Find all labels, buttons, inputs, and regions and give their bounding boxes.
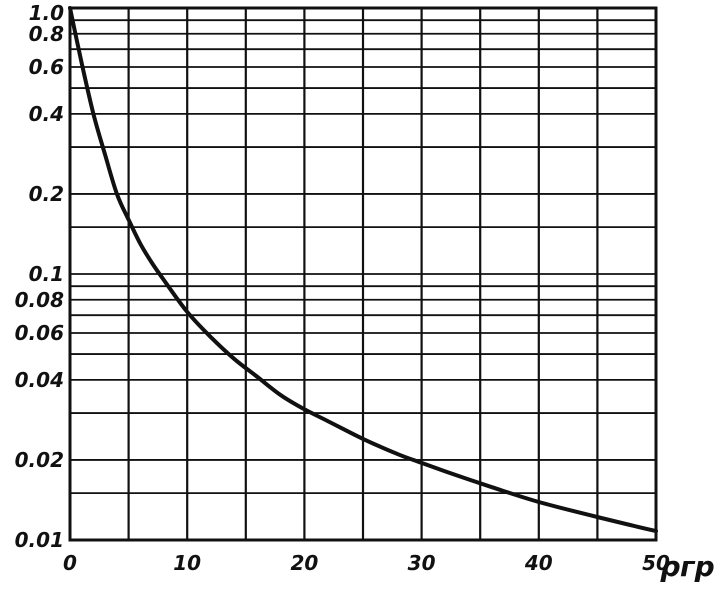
x-tick-label: 20: [290, 551, 318, 575]
x-tick-label: 30: [408, 551, 436, 575]
y-tick-label: 0.8: [29, 22, 65, 46]
x-axis-label: ρгр: [660, 550, 715, 583]
y-tick-label: 0.1: [29, 262, 64, 286]
series-line: [68, 6, 658, 534]
y-tick-labels: 0.01 0.02 0.04 0.06 0.080.1 0.2 0.4 0.6 0.81.0: [15, 1, 64, 552]
y-tick-label: 0.02: [15, 448, 64, 472]
x-tick-label: 40: [524, 551, 553, 575]
y-tick-label: 0.01: [15, 528, 64, 552]
y-tick-label: 0.4: [29, 102, 64, 126]
plot-frame: [68, 6, 658, 542]
y-tick-label: 0.08: [15, 288, 64, 312]
y-tick-label: 1.0: [29, 1, 65, 25]
x-tick-labels: 0 10 20 30 40 50: [63, 551, 670, 575]
y-tick-label: 0.04: [15, 368, 64, 392]
x-tick-label: 0: [63, 551, 77, 575]
y-tick-label: 0.6: [29, 55, 65, 79]
x-tick-label: 50: [642, 551, 670, 575]
y-tick-label: 0.06: [15, 321, 64, 345]
x-tick-label: 10: [173, 551, 201, 575]
y-tick-label: 0.2: [29, 182, 64, 206]
